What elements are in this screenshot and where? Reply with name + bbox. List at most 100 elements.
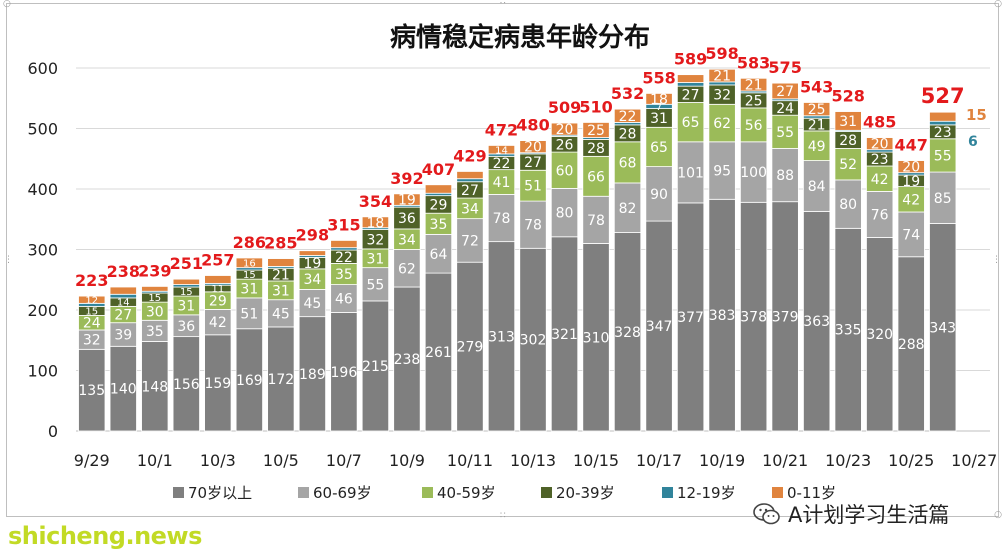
segment-label: 49	[808, 139, 826, 155]
segment-label: 56	[745, 118, 763, 134]
total-label: 354	[359, 192, 392, 211]
side-label-0-11: 15	[966, 106, 987, 124]
segment-label: 72	[461, 233, 479, 249]
resize-handle-top-left[interactable]: ○	[3, 0, 11, 9]
bar-segment	[708, 198, 736, 432]
segment-label: 60	[556, 163, 574, 179]
segment-label: 41	[493, 175, 511, 191]
resize-handle-top-right[interactable]: ○	[994, 0, 1002, 9]
segment-label: 74	[902, 227, 920, 243]
segment-label: 80	[556, 206, 574, 222]
legend-label: 40-59岁	[437, 484, 496, 502]
bar-segment	[739, 201, 768, 432]
segment-label: 31	[272, 283, 290, 299]
segment-label: 24	[83, 316, 101, 332]
bar-segment	[361, 216, 390, 229]
x-tick-label: 10/17	[636, 451, 682, 470]
segment-label: 363	[803, 314, 830, 330]
x-tick-label: 10/21	[762, 451, 808, 470]
segment-label: 35	[430, 217, 448, 233]
segment-label: 21	[808, 118, 826, 134]
total-label: 298	[296, 226, 329, 245]
x-tick-label: 10/11	[447, 451, 493, 470]
bar-segment	[456, 178, 484, 183]
resize-handle-top[interactable]: ∷	[500, 0, 506, 7]
legend-swatch	[772, 487, 783, 498]
bar-segment	[866, 191, 894, 238]
bar-segment	[519, 169, 547, 202]
segment-label: 66	[587, 169, 605, 185]
bar-segment	[897, 211, 925, 258]
bar-segment	[929, 111, 957, 122]
total-label: 239	[138, 261, 171, 280]
segment-label: 42	[902, 192, 920, 208]
bar-segment	[708, 68, 736, 83]
x-tick-label: 10/1	[137, 451, 173, 470]
wechat-account-badge: A计划学习生活篇	[752, 500, 949, 528]
segment-label: 169	[236, 373, 263, 389]
bar-segment	[676, 141, 705, 204]
segment-label: 68	[619, 155, 637, 171]
segment-label: 343	[929, 320, 956, 336]
segment-label: 32	[713, 88, 731, 104]
resize-handle-bottom[interactable]: ∷	[500, 511, 506, 521]
total-label: 251	[170, 254, 203, 273]
x-tick-label: 9/29	[74, 451, 110, 470]
bar-segment	[235, 257, 263, 269]
y-tick-label: 600	[27, 59, 58, 78]
bar-segment	[393, 193, 421, 206]
segment-label: 18	[650, 92, 668, 108]
x-tick-label: 10/25	[888, 451, 934, 470]
bar-segment	[771, 82, 799, 100]
segment-label: 15	[180, 287, 193, 298]
bar-segment	[708, 103, 736, 143]
total-label: 472	[485, 120, 518, 139]
resize-handle-right[interactable]: ⋮	[992, 255, 1001, 265]
legend-label: 0-11岁	[787, 484, 836, 502]
segment-label: 21	[713, 69, 731, 85]
segment-label: 23	[871, 152, 889, 168]
bar-segment	[456, 171, 484, 180]
segment-label: 84	[808, 179, 826, 195]
resize-handle-bottom-right[interactable]: ○	[994, 510, 1002, 520]
total-label: 510	[579, 97, 612, 116]
stacked-bars	[78, 68, 957, 432]
bar-segment	[929, 223, 957, 432]
resize-handle-left[interactable]: ⋮	[4, 255, 13, 265]
y-axis-ticks: 0 100 200 300 400 500 600	[27, 59, 58, 441]
segment-label: 31	[839, 114, 857, 130]
side-label-12-19: 6	[968, 134, 978, 150]
legend-label: 20-39岁	[556, 484, 615, 502]
bar-segment	[361, 300, 390, 432]
segment-label: 78	[587, 213, 605, 229]
segment-label: 16	[243, 258, 256, 269]
bar-segment	[834, 227, 862, 432]
total-label: 392	[390, 169, 423, 188]
total-label: 223	[75, 271, 108, 290]
bar-segment	[550, 151, 579, 189]
bar-segment	[330, 312, 358, 432]
segment-label: 377	[677, 310, 704, 326]
y-tick-label: 400	[27, 180, 58, 199]
segment-label: 279	[457, 340, 484, 356]
total-label: 583	[737, 53, 770, 72]
bar-segment	[582, 155, 610, 197]
segment-label: 34	[303, 272, 321, 288]
bar-segment	[487, 194, 516, 243]
segment-label: 19	[398, 193, 416, 209]
bar-segment	[519, 200, 547, 249]
segment-label: 28	[839, 133, 857, 149]
segment-label: 27	[776, 84, 794, 100]
segment-label: 27	[114, 308, 132, 324]
bar-segment	[897, 256, 925, 432]
segment-label: 31	[650, 111, 668, 127]
bar-segment	[109, 345, 137, 432]
segment-label: 65	[650, 140, 668, 156]
bar-segment	[897, 160, 925, 174]
y-tick-label: 100	[27, 362, 58, 381]
bar-segment	[803, 130, 831, 161]
segment-label: 310	[583, 330, 610, 346]
x-tick-label: 10/27	[951, 451, 997, 470]
bar-segment	[267, 299, 295, 328]
bar-segment	[834, 179, 862, 229]
